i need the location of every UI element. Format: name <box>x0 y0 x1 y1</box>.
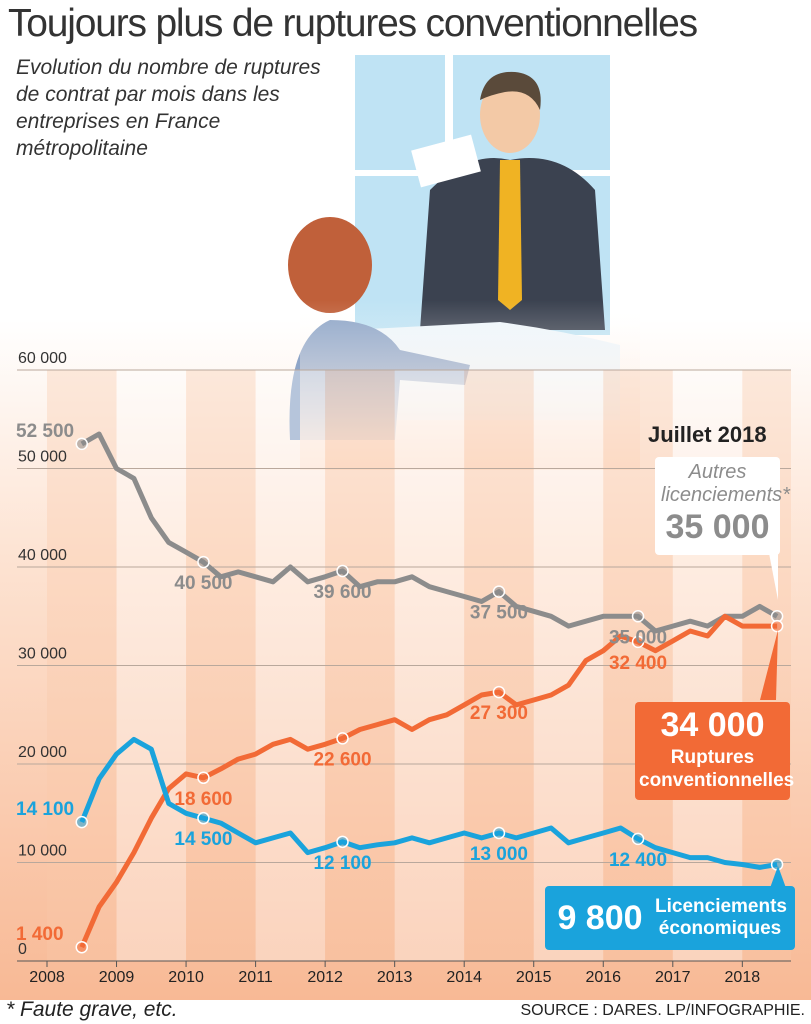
x-tick-label: 2012 <box>307 969 343 986</box>
value-label: 12 400 <box>609 850 667 871</box>
annotation: Juillet 2018 <box>648 422 767 447</box>
grid <box>17 369 791 967</box>
series-line <box>80 431 779 634</box>
x-tick-label: 2015 <box>516 969 552 986</box>
value-label: 34 000 <box>660 706 765 744</box>
value-label: 27 300 <box>470 703 528 724</box>
point <box>197 811 210 825</box>
value-label: 18 600 <box>174 789 232 810</box>
point <box>336 835 349 849</box>
value-label: 12 100 <box>313 853 371 874</box>
y-tick-label: 50 000 <box>18 449 67 466</box>
illustration-fade <box>300 300 640 470</box>
point <box>336 564 349 578</box>
man-tie <box>498 160 522 310</box>
paper <box>411 134 481 188</box>
source: SOURCE : DARES. LP/INFOGRAPHIE. <box>520 1002 806 1019</box>
callout: 9 800 Licenciements économiques <box>545 886 795 950</box>
point <box>492 585 506 598</box>
illustration <box>288 55 640 470</box>
legend-entry: Autres licenciements* <box>661 461 790 506</box>
point <box>770 619 784 633</box>
value-label: 39 600 <box>313 582 371 603</box>
labels: 2008 2009 2010 2011 2012 2013 2014 2015 2016 2017… <box>16 350 760 986</box>
callout: 34 000 Ruptures conventionnelles <box>635 702 795 800</box>
point <box>631 610 645 623</box>
footnote: * Faute grave, etc. <box>6 998 178 1021</box>
value-label: 52 500 <box>16 421 74 442</box>
point <box>770 858 784 871</box>
point <box>197 771 210 785</box>
value-label: 13 000 <box>470 844 528 865</box>
man-hair <box>480 71 541 110</box>
value-label: 40 500 <box>174 573 232 594</box>
value-label: 32 400 <box>609 653 667 674</box>
legend-entry: Ruptures conventionnelles <box>639 747 795 791</box>
value-label: 14 500 <box>174 829 232 850</box>
point <box>75 437 89 451</box>
y-tick-label: 60 000 <box>18 350 67 367</box>
value-label: 1 400 <box>16 924 64 945</box>
x-tick-label: 2018 <box>725 969 761 986</box>
value-label: 37 500 <box>470 603 528 624</box>
x-tick-label: 2017 <box>655 969 691 986</box>
point <box>492 826 506 840</box>
value-label: 22 600 <box>313 749 371 770</box>
x-tick-label: 2014 <box>446 969 482 986</box>
point <box>75 940 89 954</box>
callout-pointer <box>768 548 778 600</box>
value-label: 14 100 <box>16 799 74 820</box>
point <box>75 815 89 829</box>
callout-pointer <box>770 866 786 888</box>
y-tick-label: 20 000 <box>18 744 67 761</box>
callout: Autres licenciements* 35 000 <box>655 457 790 555</box>
legend-entry: Licenciements économiques <box>655 896 787 939</box>
x-tick-label: 2008 <box>29 969 65 986</box>
woman-hair <box>288 217 372 313</box>
point <box>631 832 645 846</box>
x-tick-label: 2013 <box>377 969 413 986</box>
y-tick-label: 30 000 <box>18 646 67 663</box>
point <box>492 685 506 699</box>
value-label: 9 800 <box>557 898 643 937</box>
y-tick-label: 0 <box>18 941 27 958</box>
value-label: 35 000 <box>665 508 770 546</box>
value-label: 35 000 <box>609 627 667 648</box>
x-tick-label: 2009 <box>99 969 135 986</box>
x-tick-label: 2011 <box>238 969 273 986</box>
x-tick-label: 2016 <box>585 969 621 986</box>
point <box>197 555 210 569</box>
man-head <box>480 77 540 153</box>
x-tick-label: 2010 <box>168 969 204 986</box>
lines <box>75 431 784 954</box>
y-tick-label: 40 000 <box>18 547 67 564</box>
chart-title: Toujours plus de ruptures conventionnell… <box>8 2 698 45</box>
callout-pointer <box>760 630 778 700</box>
subtitle: Evolution du nombre de ruptures de contr… <box>16 56 321 160</box>
y-tick-label: 10 000 <box>18 843 67 860</box>
point <box>336 732 349 745</box>
point <box>631 635 645 649</box>
